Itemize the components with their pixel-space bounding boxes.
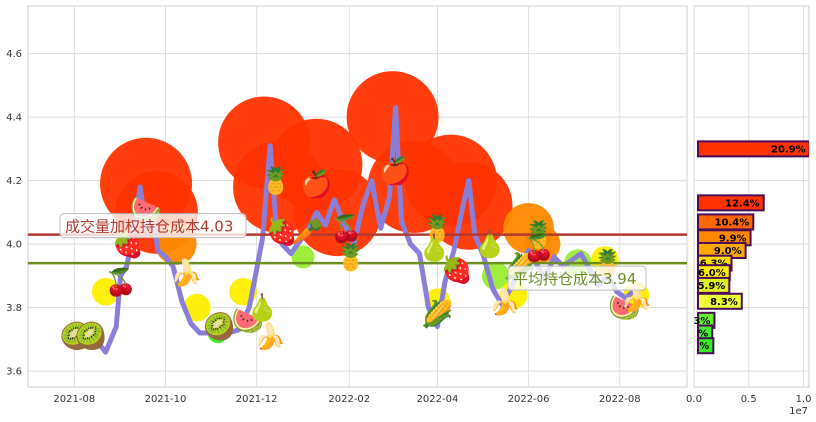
fruit-marker-icon: 🥝 [203,310,235,343]
volume-bubble [207,322,228,344]
cost-annotation-label: 成交量加权持仓成本4.03 [65,218,233,236]
chip-bar [697,337,715,355]
chip-bar [697,140,809,158]
annotation-box [507,265,647,291]
main-axis-ticks: 2021-08 2021-10 2021-12 2022-02 2022-04 2022-… [6,49,641,405]
y-tick-label: 3.6 [6,367,22,378]
chip-bar-label: 5.9% [698,281,726,292]
x-tick-label: 2022-08 [599,394,641,405]
y-tick-label: 4.4 [6,113,22,124]
annotation-box [59,213,247,239]
fruit-marker-icon: 🥕 [291,217,323,247]
fruit-marker-icon: 🍌 [254,321,286,352]
side-x-multiplier: 1e7 [789,406,808,417]
fruit-marker-icon: 🥝 [60,319,92,352]
fruit-marker-icon: 🍓 [266,216,298,247]
fruit-marker-icon: 🍌 [489,286,521,317]
fruit-marker-icon: 🍉 [231,306,263,336]
x-tick-label: 2021-08 [53,394,95,405]
fruit-marker-icon: 🍍 [260,166,292,197]
side-x-tick-label: 0.5 [741,394,757,405]
fruit-marker-icon: 🍍 [421,213,453,244]
chip-bar-label: 6.0% [698,268,726,279]
chip-bar-label: 9.9% [719,233,747,244]
x-tick-label: 2021-10 [145,394,187,405]
price-line-layer [71,105,639,355]
chip-bar-label: 12.4% [725,198,760,209]
fruit-marker-icon: 🍒 [330,213,362,244]
chip-bar-label: % [699,341,709,352]
chip-bar-label: 9.0% [714,246,742,257]
fruit-marker-icon: 🍌 [170,258,202,289]
cost-annotations: 成交量加权持仓成本4.03 平均持仓成本3.94 [59,213,647,291]
x-tick-label: 2022-06 [508,394,550,405]
y-tick-label: 4.6 [6,49,22,60]
fruit-marker-icon: 🥝 [75,319,107,352]
chip-bar-label: 8.3% [710,297,738,308]
x-tick-label: 2022-04 [417,394,459,405]
fruit-marker-icon: 🌽 [421,298,453,330]
chip-bar [697,292,743,310]
fruit-marker-icon: 🍎 [300,168,332,200]
x-tick-label: 2022-02 [328,394,370,405]
fruit-marker-icon: 🍍 [335,242,367,273]
chip-bar-label: % [698,329,708,340]
chip-bar-label: 3% [693,316,710,327]
side-x-tick-label: 1.0 [796,394,812,405]
x-tick-label: 2021-12 [236,394,278,405]
fruit-marker-icon: 🍒 [523,232,555,263]
side-x-tick-label: 0.0 [686,394,702,405]
y-tick-label: 3.8 [6,303,22,314]
chip-bar-label: 20.9% [771,144,806,155]
volume-bubble [425,162,513,250]
price-line [71,105,639,355]
chip-bar-label: 10.4% [715,217,750,228]
fruit-marker-icon: 🍓 [441,255,473,286]
fruit-marker-icon: 🍎 [379,155,411,187]
fruit-marker-icon: 🍐 [474,229,506,260]
fruit-marker-icon: 🍐 [418,232,450,263]
fruit-marker-icon: 🍒 [104,267,136,298]
chip-distribution-bars: 20.9% 12.4% 10.4% 9.9% 9.0% 6.3%6.0% 5.9% 8.3%3… [693,140,809,355]
y-tick-label: 4.0 [6,240,22,251]
fruit-marker-icon: 🍍 [523,220,555,251]
fruit-marker-icon: 🍉 [608,294,640,324]
chip-bar [697,194,765,212]
volume-bubble [183,293,211,322]
fruit-marker-icon: 🍐 [246,293,278,324]
volume-bubble [91,277,120,306]
chip-bar-label: 6.3% [700,259,728,270]
y-tick-label: 4.2 [6,176,22,187]
cost-annotation-label: 平均持仓成本3.94 [513,270,636,288]
